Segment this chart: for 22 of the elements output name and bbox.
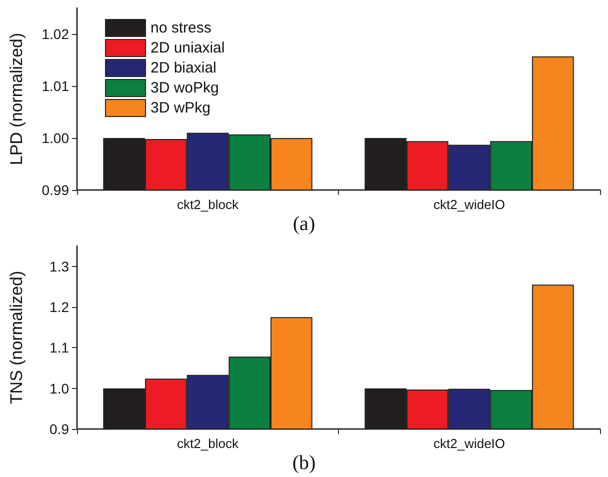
y-tick-label: 1.3 bbox=[50, 258, 70, 274]
y-tick-label: 1.1 bbox=[50, 340, 70, 356]
y-tick-label: 1.2 bbox=[50, 299, 70, 315]
text: (a) bbox=[292, 213, 316, 235]
y-tick-label: 1.00 bbox=[42, 130, 70, 146]
y-tick-label: 0.9 bbox=[50, 421, 70, 437]
legend-label: 3D woPkg bbox=[150, 80, 219, 96]
legend-label: 2D biaxial bbox=[150, 60, 216, 76]
legend-label: 2D uniaxial bbox=[150, 40, 225, 56]
x-tick-label: ckt2_block bbox=[177, 197, 239, 212]
y-tick-label: 1.02 bbox=[42, 26, 70, 42]
legend-label: 3D wPkg bbox=[150, 100, 211, 116]
y-tick-label: 0.99 bbox=[42, 182, 70, 198]
x-tick-label: ckt2_wideIO bbox=[433, 197, 506, 212]
text: (b) bbox=[292, 452, 316, 474]
y-axis-title: LPD (normalized) bbox=[7, 32, 26, 166]
y-tick-label: 1.0 bbox=[50, 380, 70, 396]
y-axis-title: TNS (normalized) bbox=[7, 270, 26, 404]
y-tick-label: 1.01 bbox=[42, 78, 70, 94]
legend-label: no stress bbox=[150, 20, 212, 36]
x-tick-label: ckt2_block bbox=[177, 436, 239, 451]
x-tick-label: ckt2_wideIO bbox=[433, 436, 506, 451]
